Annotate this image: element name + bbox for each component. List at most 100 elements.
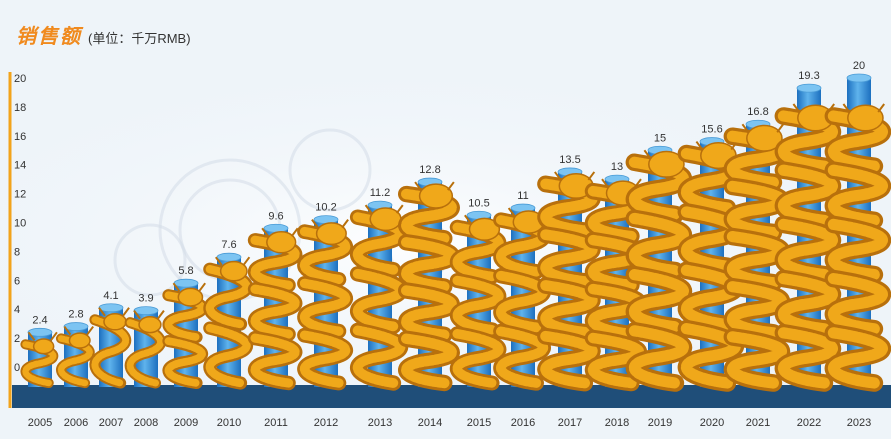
dragon-scales <box>352 268 406 332</box>
x-tick-label: 2018 <box>605 417 629 429</box>
dragon-scales <box>827 273 889 335</box>
dragon-horns <box>172 282 206 292</box>
x-tick-label: 2016 <box>511 417 535 429</box>
dragon-scales <box>540 229 598 287</box>
data-label: 11 <box>517 190 528 202</box>
dragon-scales <box>400 333 457 389</box>
bar-top-cap <box>796 83 822 93</box>
dragon-scales <box>827 164 889 226</box>
dragon-horns <box>554 171 596 181</box>
dragon-scales <box>495 326 549 388</box>
data-label: 10.5 <box>468 197 489 209</box>
dragon-head <box>648 150 685 178</box>
dragon-scales <box>400 285 457 340</box>
x-axis-labels: 2005 2006 2007 2008 2009 2010 2011 2012 2013 2014… <box>28 417 871 429</box>
dragon-scales <box>452 275 504 335</box>
bar-group: 3.9 <box>124 293 166 389</box>
bar-group: 11.2 <box>349 187 409 391</box>
y-tick-label: 16 <box>14 131 26 143</box>
bar-top-cap <box>27 327 53 337</box>
x-tick-label: 2017 <box>558 417 582 429</box>
y-tick-label: 8 <box>14 246 20 258</box>
dragon-scales <box>726 180 788 239</box>
y-tick-label: 10 <box>14 218 26 230</box>
dragon-scales <box>726 281 788 339</box>
dragon-scales <box>628 269 690 333</box>
x-tick-label: 2008 <box>134 417 158 429</box>
bar-group: 15 <box>625 132 693 392</box>
dragon-scales <box>628 212 690 277</box>
bar-group: 2.4 <box>20 314 59 389</box>
bar-top-cap <box>133 306 159 316</box>
x-tick-label: 2014 <box>418 417 442 429</box>
bar-group: 13.5 <box>537 154 601 392</box>
dragon-scales <box>827 327 889 389</box>
y-axis-ticks: 0 2 4 6 8 10 12 14 16 18 20 <box>14 73 26 374</box>
x-tick-label: 2019 <box>648 417 672 429</box>
data-label: 3.9 <box>138 293 153 305</box>
data-label: 13.5 <box>559 154 580 166</box>
x-tick-label: 2010 <box>217 417 241 429</box>
x-tick-label: 2007 <box>99 417 123 429</box>
data-label: 9.6 <box>268 210 283 222</box>
x-tick-label: 2005 <box>28 417 52 429</box>
unit-label: (单位：千万RMB) <box>88 31 191 46</box>
dragon-horns <box>261 227 299 237</box>
bar-top-cap <box>63 322 89 331</box>
dragon-scales <box>540 330 598 389</box>
x-tick-label: 2009 <box>174 417 198 429</box>
dragon-scales <box>299 278 351 336</box>
dragon-scales <box>587 283 645 340</box>
dragon-head <box>177 287 204 307</box>
dragon-scales <box>726 331 788 389</box>
dragon-horns <box>741 123 784 133</box>
y-tick-label: 2 <box>14 333 20 345</box>
y-tick-label: 14 <box>14 160 26 172</box>
dragon-scales <box>164 337 206 387</box>
dragon-head <box>68 332 91 349</box>
dragon-scales <box>540 280 598 338</box>
dragon-scales <box>628 325 690 389</box>
x-tick-label: 2023 <box>847 417 871 429</box>
chart-header: 销售额 (单位：千万RMB) <box>16 20 191 49</box>
dragon-scales <box>777 327 839 389</box>
dragon-head <box>468 217 501 241</box>
dragon-horns <box>98 307 130 317</box>
y-tick-label: 0 <box>14 362 20 374</box>
bar-top-cap <box>98 303 124 313</box>
data-label: 2.4 <box>32 314 47 326</box>
bar-group: 10.2 <box>297 202 353 391</box>
bar-group: 7.6 <box>203 239 253 390</box>
dragon-head <box>746 124 783 152</box>
data-label: 12.8 <box>419 164 440 176</box>
dragon-head <box>315 222 347 246</box>
dragon-scales <box>777 218 839 281</box>
bar-top-cap <box>173 278 199 288</box>
data-label: 15.6 <box>701 124 722 136</box>
dragon-scales <box>587 332 645 389</box>
data-label: 10.2 <box>315 202 336 214</box>
dragon-horns <box>414 181 455 191</box>
dragon-horns <box>364 204 404 214</box>
data-label: 19.3 <box>798 70 819 82</box>
data-label: 11.2 <box>370 187 391 199</box>
y-tick-label: 18 <box>14 102 26 114</box>
data-label: 20 <box>853 60 865 72</box>
bars: 2.4 2.8 4.1 3.9 5.8 7.6 9.6 10.2 11.2 12.8 10.5 11 1… <box>20 60 891 392</box>
data-label: 13 <box>611 161 623 173</box>
watermark-swirl <box>288 128 372 212</box>
dragon-horns <box>215 256 251 266</box>
dragon-horns <box>842 103 885 113</box>
data-label: 7.6 <box>221 239 236 251</box>
x-tick-label: 2012 <box>314 417 338 429</box>
dragon-horns <box>133 310 165 320</box>
dragon-head <box>369 207 402 232</box>
data-label: 4.1 <box>103 290 118 302</box>
dragon-scales <box>777 164 839 226</box>
dragon-scales <box>250 333 300 388</box>
chart-title: 销售额 <box>16 24 82 48</box>
dragon-scales <box>352 325 406 388</box>
bar-group: 4.1 <box>89 290 132 389</box>
x-tick-label: 2022 <box>797 417 821 429</box>
